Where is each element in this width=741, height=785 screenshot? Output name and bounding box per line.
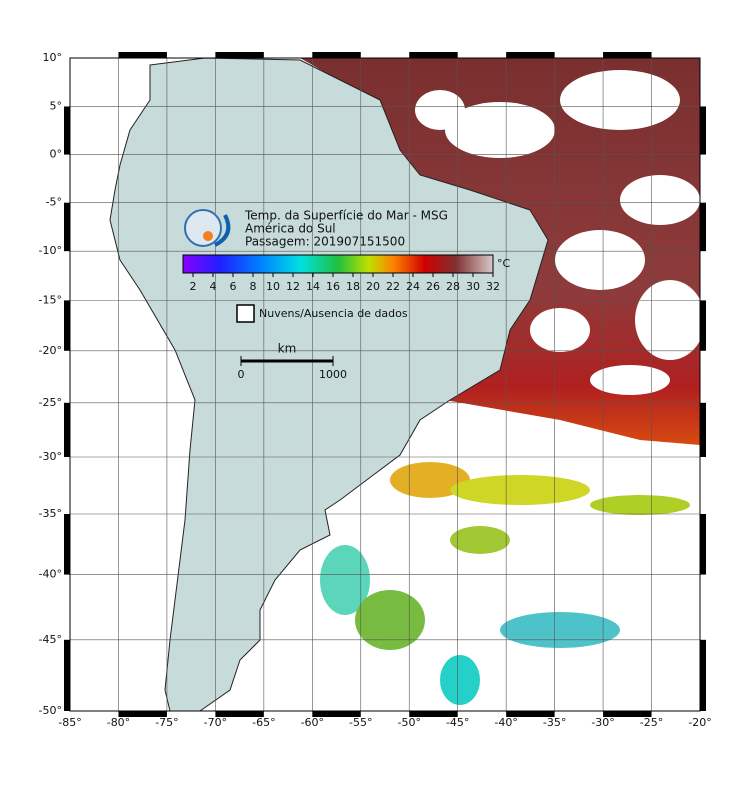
lon-label: -45° (446, 716, 469, 729)
lat-label: -10° (39, 244, 62, 257)
border-segment (700, 402, 706, 457)
border-segment (215, 52, 264, 58)
lat-label: -35° (39, 507, 62, 520)
lon-label: -40° (494, 716, 517, 729)
lat-label: -50° (39, 704, 62, 717)
lat-label: 5° (50, 99, 63, 112)
colorbar-label: 12 (286, 280, 300, 293)
lon-label: -65° (252, 716, 275, 729)
border-segment (64, 106, 70, 155)
colorbar-label: 14 (306, 280, 320, 293)
legend-swatch (236, 304, 255, 323)
border-segment (64, 402, 70, 457)
colorbar-label: 22 (386, 280, 400, 293)
colorbar-label: 26 (426, 280, 440, 293)
border-segment (118, 52, 167, 58)
lat-label: -45° (39, 633, 62, 646)
lat-label: -15° (39, 293, 62, 306)
axis-labels: -85° -80° -75° -70° -65° -60° -55° -50° -45° -40°… (39, 51, 712, 729)
border-segment (700, 300, 706, 351)
colorbar-ticks: 2 4 6 8 10 12 14 16 18 20 22 24 26 28 30 32 (190, 273, 500, 293)
border-segment (506, 52, 555, 58)
map-body (70, 58, 700, 711)
lat-label: -20° (39, 344, 62, 357)
border-segment (506, 711, 555, 717)
colorbar-label: 2 (190, 280, 197, 293)
lat-label: -40° (39, 568, 62, 581)
colorbar-label: 20 (366, 280, 380, 293)
border-segment (700, 106, 706, 155)
border-segment (603, 711, 652, 717)
lat-label: -5° (46, 196, 62, 209)
colorbar-label: 30 (466, 280, 480, 293)
legend-label: Nuvens/Ausencia de dados (259, 307, 408, 320)
border-segment (603, 52, 652, 58)
border-segment (64, 300, 70, 351)
border-segment (64, 639, 70, 711)
border-segment (215, 711, 264, 717)
border-segment (64, 202, 70, 252)
scale-label: 0 (238, 368, 245, 381)
lon-label: -70° (204, 716, 227, 729)
lat-label: -25° (39, 396, 62, 409)
frame-border (64, 52, 706, 717)
lon-label: -75° (155, 716, 178, 729)
lat-label: 10° (43, 51, 63, 64)
lon-label: -80° (107, 716, 130, 729)
colorbar-label: 10 (266, 280, 280, 293)
scale-bar: 0 1000 (238, 356, 347, 381)
border-segment (312, 711, 361, 717)
lon-label: -55° (349, 716, 372, 729)
border-segment (700, 513, 706, 575)
clouds (415, 70, 700, 395)
border-segment (700, 202, 706, 252)
colorbar-label: 28 (446, 280, 460, 293)
colorbar-label: 16 (326, 280, 340, 293)
border-segment (409, 711, 458, 717)
colorbar-label: 32 (486, 280, 500, 293)
lon-label: -25° (640, 716, 663, 729)
title-line: América do Sul (245, 222, 336, 236)
colorbar-label: 6 (230, 280, 237, 293)
lon-label: -20° (688, 716, 711, 729)
sst-south (320, 462, 690, 705)
graticule (70, 58, 700, 711)
lon-label: -30° (591, 716, 614, 729)
scale-unit: km (278, 342, 297, 356)
colorbar-label: 24 (406, 280, 420, 293)
border-segment (312, 52, 361, 58)
title-line: Temp. da Superfície do Mar - MSG (244, 209, 448, 223)
lat-label: -30° (39, 450, 62, 463)
lon-label: -60° (301, 716, 324, 729)
frame (69, 57, 701, 712)
border-segment (118, 711, 167, 717)
lon-label: -85° (58, 716, 81, 729)
lon-label: -35° (543, 716, 566, 729)
scale-label: 1000 (319, 368, 347, 381)
colorbar-label: 4 (210, 280, 217, 293)
border-segment (409, 52, 458, 58)
border-segment (700, 639, 706, 711)
lon-label: -50° (397, 716, 420, 729)
lat-label: 0° (50, 148, 63, 161)
logo (184, 209, 231, 247)
border-segment (64, 513, 70, 575)
colorbar (182, 254, 494, 274)
colorbar-unit: °C (497, 257, 511, 270)
colorbar-label: 18 (346, 280, 360, 293)
title-line: Passagem: 201907151500 (245, 235, 405, 249)
colorbar-label: 8 (250, 280, 257, 293)
